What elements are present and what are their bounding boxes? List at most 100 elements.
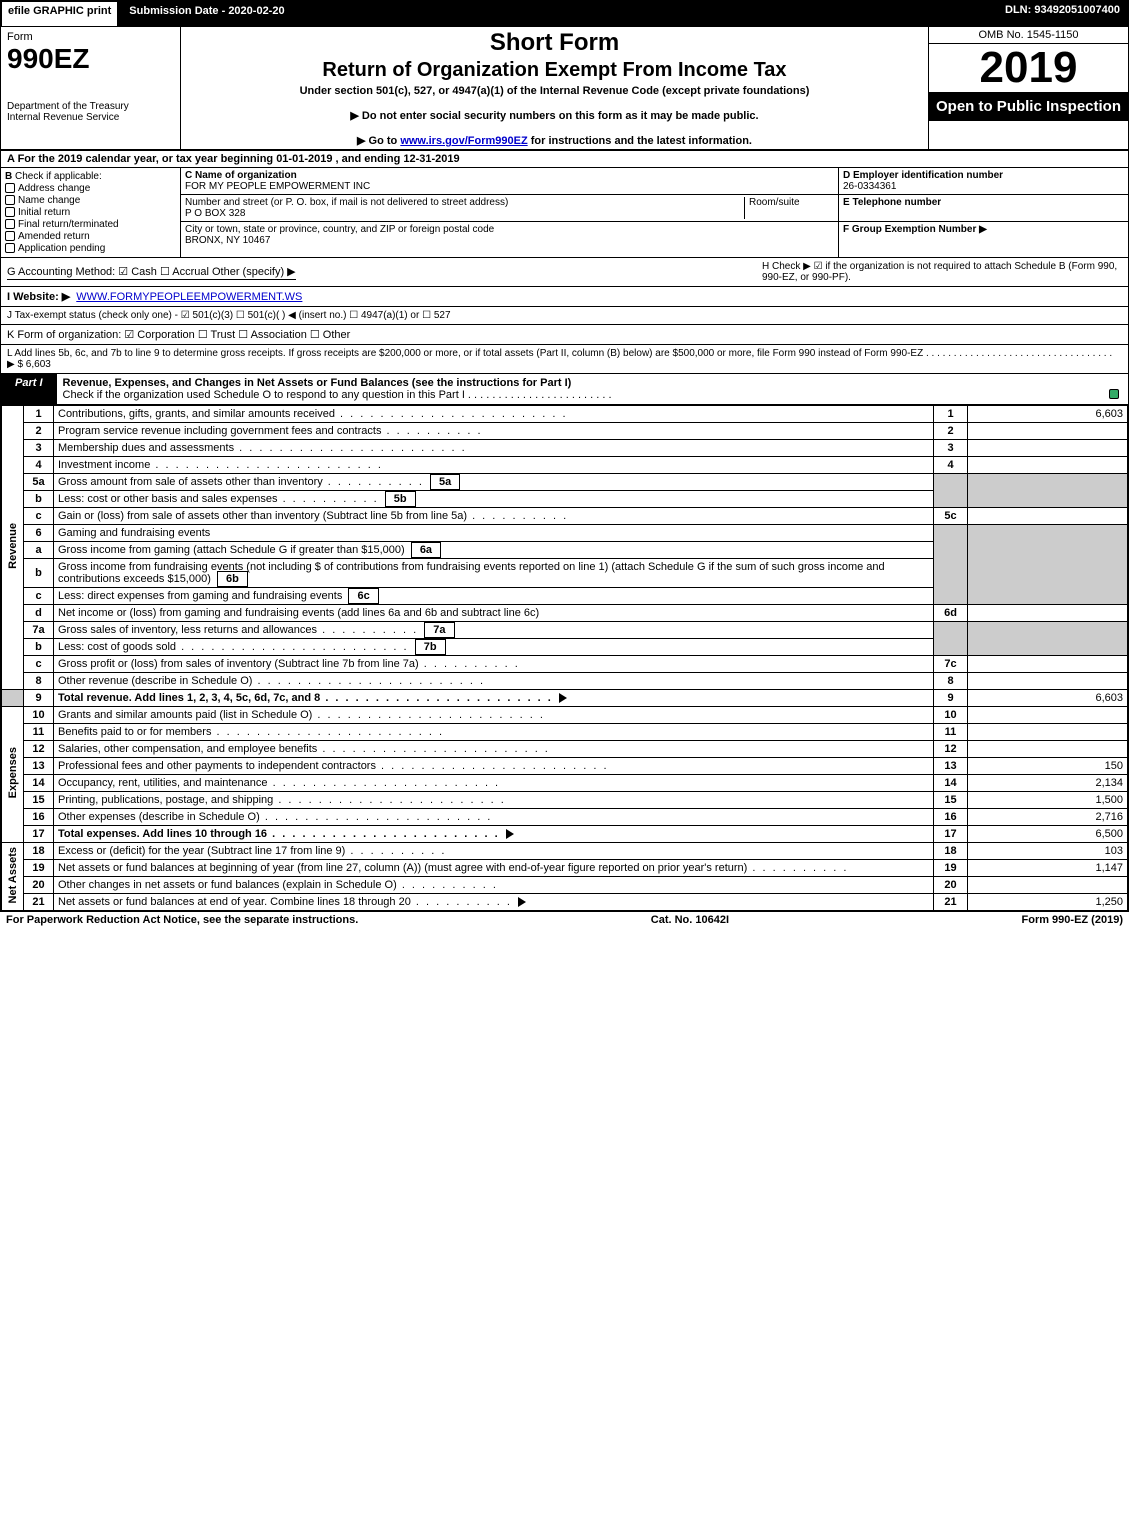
part-i-check-line: Check if the organization used Schedule …	[63, 389, 612, 401]
ibox-5a: 5a	[430, 474, 460, 490]
room-suite-label: Room/suite	[744, 197, 834, 219]
ein-label: D Employer identification number	[843, 170, 1003, 181]
ln-11: 11	[24, 724, 54, 741]
ein-value: 26-0334361	[843, 181, 896, 192]
addr-label: Number and street (or P. O. box, if mail…	[185, 197, 508, 208]
box-6d: 6d	[934, 605, 968, 622]
efile-print-button[interactable]: efile GRAPHIC print	[1, 1, 118, 27]
val-16: 2,716	[968, 809, 1128, 826]
ln-9: 9	[24, 690, 54, 707]
tax-year: 2019	[929, 44, 1128, 92]
desc-7c: Gross profit or (loss) from sales of inv…	[58, 658, 520, 670]
b-check-label: Check if applicable:	[15, 171, 102, 182]
box-21: 21	[934, 894, 968, 911]
chk-name-change[interactable]	[5, 195, 15, 205]
ln-7b: b	[24, 639, 54, 656]
box-20: 20	[934, 877, 968, 894]
line-l-gross-receipts: L Add lines 5b, 6c, and 7b to line 9 to …	[1, 345, 1128, 374]
chk-address-change[interactable]	[5, 183, 15, 193]
desc-6c: Less: direct expenses from gaming and fu…	[58, 590, 342, 602]
desc-17: Total expenses. Add lines 10 through 16	[58, 828, 500, 840]
ibox-7b: 7b	[415, 639, 446, 655]
accounting-method: G Accounting Method: ☑ Cash ☐ Accrual Ot…	[7, 265, 296, 280]
box-19: 19	[934, 860, 968, 877]
line-i-website: I Website: ▶ WWW.FORMYPEOPLEEMPOWERMENT.…	[1, 287, 1128, 307]
val-8	[968, 673, 1128, 690]
val-17: 6,500	[968, 826, 1128, 843]
section-d-e-f: D Employer identification number 26-0334…	[838, 168, 1128, 257]
ln-20: 20	[24, 877, 54, 894]
chk-final-return[interactable]	[5, 219, 15, 229]
ln-6c: c	[24, 588, 54, 605]
desc-6b: Gross income from fundraising events (no…	[58, 561, 885, 585]
chk-amended-return[interactable]	[5, 231, 15, 241]
ln-2: 2	[24, 423, 54, 440]
desc-21: Net assets or fund balances at end of ye…	[58, 896, 512, 908]
arrow-icon	[518, 897, 526, 907]
box-14: 14	[934, 775, 968, 792]
desc-8: Other revenue (describe in Schedule O)	[58, 675, 485, 687]
box-18: 18	[934, 843, 968, 860]
short-form-title: Short Form	[187, 29, 922, 57]
omb-number: OMB No. 1545-1150	[929, 27, 1128, 44]
box-7c: 7c	[934, 656, 968, 673]
c-label: C Name of organization	[185, 170, 834, 181]
lbl-address-change: Address change	[18, 183, 90, 194]
desc-11: Benefits paid to or for members	[58, 726, 444, 738]
line-j-tax-exempt: J Tax-exempt status (check only one) - ☑…	[1, 307, 1128, 325]
submission-date: Submission Date - 2020-02-20	[118, 1, 295, 27]
box-10: 10	[934, 707, 968, 724]
ln-10: 10	[24, 707, 54, 724]
val-21: 1,250	[968, 894, 1128, 911]
line-k-form-org: K Form of organization: ☑ Corporation ☐ …	[1, 325, 1128, 345]
box-12: 12	[934, 741, 968, 758]
ln-5a: 5a	[24, 474, 54, 491]
ln-5b: b	[24, 491, 54, 508]
val-2	[968, 423, 1128, 440]
val-5c	[968, 508, 1128, 525]
val-19: 1,147	[968, 860, 1128, 877]
cat-no: Cat. No. 10642I	[651, 914, 729, 926]
ln-16: 16	[24, 809, 54, 826]
city-label: City or town, state or province, country…	[185, 224, 834, 235]
form-ref: Form 990-EZ (2019)	[1022, 914, 1123, 926]
rot-revenue: Revenue	[7, 523, 19, 569]
ln-5c: c	[24, 508, 54, 525]
desc-13: Professional fees and other payments to …	[58, 760, 609, 772]
box-16: 16	[934, 809, 968, 826]
chk-initial-return[interactable]	[5, 207, 15, 217]
ln-3: 3	[24, 440, 54, 457]
form-page: efile GRAPHIC print Submission Date - 20…	[0, 0, 1129, 912]
schedule-b-check: H Check ▶ ☑ if the organization is not r…	[762, 261, 1122, 283]
instructions-link[interactable]: www.irs.gov/Form990EZ	[400, 135, 527, 147]
rot-expenses: Expenses	[7, 747, 19, 798]
org-address: P O BOX 328	[185, 208, 245, 219]
phone-label: E Telephone number	[843, 197, 941, 208]
desc-18: Excess or (deficit) for the year (Subtra…	[58, 845, 446, 857]
desc-15: Printing, publications, postage, and shi…	[58, 794, 506, 806]
desc-1: Contributions, gifts, grants, and simila…	[58, 408, 568, 420]
dln-label: DLN: 93492051007400	[997, 1, 1128, 27]
website-link[interactable]: WWW.FORMYPEOPLEEMPOWERMENT.WS	[76, 291, 302, 303]
box-15: 15	[934, 792, 968, 809]
val-7c	[968, 656, 1128, 673]
ln-17: 17	[24, 826, 54, 843]
org-city: BRONX, NY 10467	[185, 235, 834, 246]
section-a-tax-year: A For the 2019 calendar year, or tax yea…	[1, 151, 1128, 168]
arrow-icon	[559, 693, 567, 703]
val-3	[968, 440, 1128, 457]
desc-2: Program service revenue including govern…	[58, 425, 483, 437]
b-label: B	[5, 171, 12, 182]
lbl-final-return: Final return/terminated	[18, 219, 119, 230]
chk-application-pending[interactable]	[5, 243, 15, 253]
rot-net-assets: Net Assets	[7, 847, 19, 903]
lbl-name-change: Name change	[18, 195, 80, 206]
page-footer: For Paperwork Reduction Act Notice, see …	[0, 912, 1129, 928]
box-9: 9	[934, 690, 968, 707]
ln-15: 15	[24, 792, 54, 809]
val-4	[968, 457, 1128, 474]
ibox-5b: 5b	[385, 491, 416, 507]
val-20	[968, 877, 1128, 894]
part-i-schedule-o-check[interactable]	[1109, 389, 1119, 399]
box-5c: 5c	[934, 508, 968, 525]
